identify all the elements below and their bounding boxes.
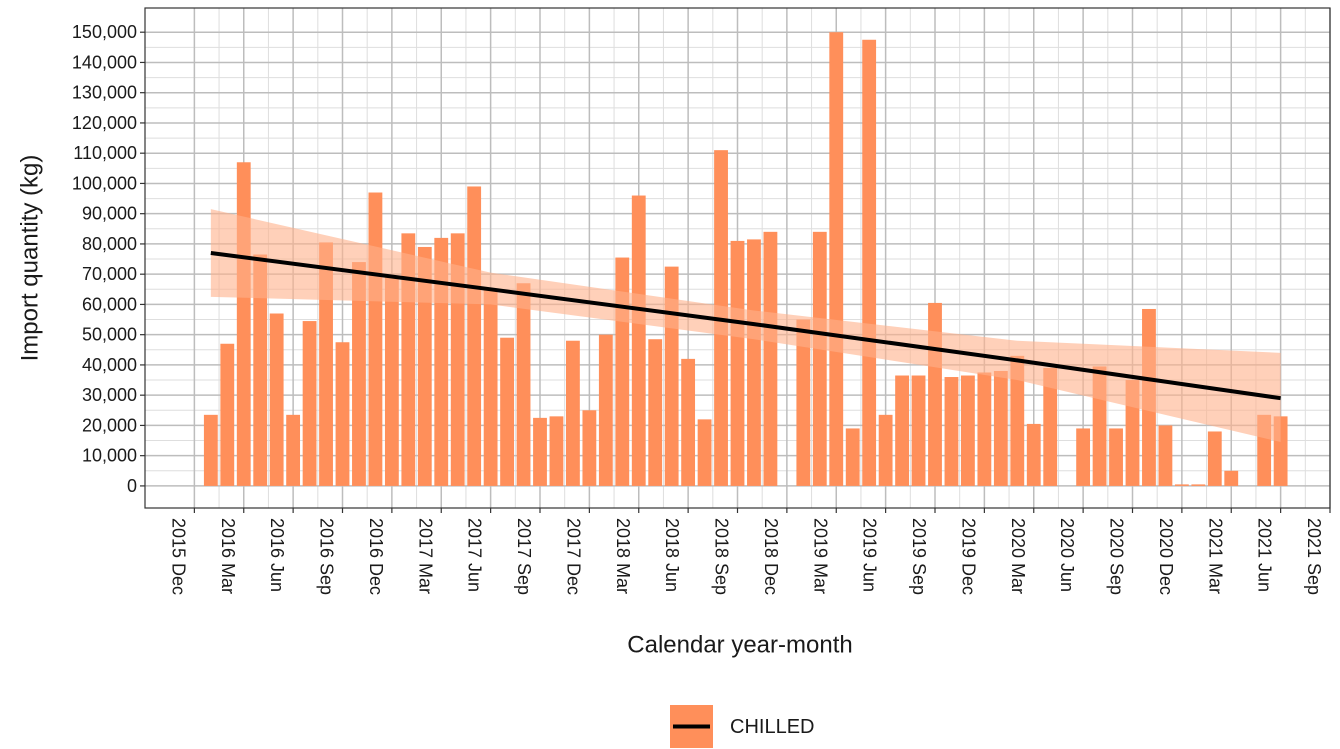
bar [417, 246, 432, 486]
bar [1026, 423, 1041, 486]
y-tick-label: 10,000 [82, 446, 137, 466]
bar [1043, 367, 1058, 486]
y-tick-label: 70,000 [82, 264, 137, 284]
bar [631, 195, 646, 486]
bar [681, 358, 696, 486]
bar [220, 343, 235, 486]
bar [1010, 355, 1025, 486]
x-axis-title: Calendar year-month [627, 632, 852, 659]
bar [236, 162, 251, 486]
x-tick-label: 2017 Mar [415, 518, 435, 594]
x-tick-label: 2015 Dec [168, 518, 188, 595]
y-tick-label: 60,000 [82, 294, 137, 314]
bar [533, 417, 547, 486]
legend-label: CHILLED [730, 716, 814, 738]
bar [582, 410, 597, 486]
x-tick-label: 2021 Mar [1205, 518, 1225, 594]
bar [1174, 484, 1189, 486]
bar [467, 186, 482, 486]
bar [566, 340, 580, 486]
bar [500, 337, 514, 486]
bar [1076, 428, 1091, 486]
bar [269, 313, 284, 486]
y-tick-label: 100,000 [72, 173, 137, 193]
bar [961, 375, 975, 486]
bar [516, 283, 531, 486]
bar [796, 319, 811, 486]
x-tick-label: 2016 Jun [267, 518, 287, 592]
bar [203, 414, 218, 486]
bar [747, 239, 761, 486]
x-tick-label: 2016 Sep [317, 518, 337, 595]
bar [977, 372, 992, 486]
bar [928, 302, 942, 486]
y-tick-label: 140,000 [72, 52, 137, 72]
y-tick-label: 90,000 [82, 204, 137, 224]
y-axis-title: Import quantity (kg) [17, 155, 44, 362]
bar [1224, 470, 1239, 486]
bar [335, 342, 350, 486]
x-tick-label: 2019 Dec [958, 518, 978, 595]
x-tick-label: 2021 Jun [1255, 518, 1275, 592]
bar [730, 240, 745, 486]
y-tick-label: 130,000 [72, 83, 137, 103]
bar [895, 375, 909, 486]
bar [483, 289, 498, 486]
y-tick-label: 0 [127, 476, 137, 496]
bar [1191, 484, 1206, 486]
y-tick-label: 80,000 [82, 234, 137, 254]
y-tick-label: 120,000 [72, 113, 137, 133]
bar [993, 370, 1008, 486]
bar [763, 231, 778, 486]
y-tick-label: 110,000 [73, 143, 137, 163]
x-tick-label: 2020 Dec [1156, 518, 1176, 595]
x-tick-label: 2019 Sep [909, 518, 929, 595]
bar [384, 277, 399, 486]
y-tick-label: 40,000 [82, 355, 137, 375]
x-tick-label: 2018 Dec [761, 518, 781, 595]
bar [911, 375, 926, 486]
bar [302, 321, 317, 486]
bar [829, 32, 844, 486]
x-tick-label: 2020 Jun [1057, 518, 1077, 592]
bar [944, 377, 959, 486]
bar [845, 428, 860, 486]
confidence-band [210, 209, 1281, 443]
bar [812, 231, 827, 486]
bar [368, 192, 383, 486]
x-tick-label: 2017 Dec [563, 518, 583, 595]
bar [648, 339, 663, 486]
y-tick-label: 20,000 [82, 415, 137, 435]
x-tick-label: 2021 Sep [1304, 518, 1324, 595]
bar [697, 419, 712, 486]
panel-border [144, 7, 1331, 509]
bar [549, 416, 564, 486]
bar [352, 262, 366, 486]
x-tick-label: 2018 Sep [712, 518, 732, 595]
y-tick-label: 150,000 [72, 22, 137, 42]
bar [286, 414, 301, 486]
x-tick-label: 2016 Dec [366, 518, 386, 595]
bar [319, 242, 333, 486]
x-tick-label: 2016 Mar [218, 518, 238, 594]
x-tick-label: 2020 Mar [1008, 518, 1028, 594]
x-tick-label: 2019 Mar [810, 518, 830, 594]
bar [1158, 425, 1173, 486]
y-tick-label: 30,000 [82, 385, 137, 405]
bar [878, 414, 893, 486]
x-tick-label: 2017 Sep [514, 518, 534, 595]
bar [253, 254, 268, 486]
bar [1109, 428, 1123, 486]
x-tick-label: 2018 Jun [662, 518, 682, 592]
x-tick-label: 2017 Jun [465, 518, 485, 592]
x-tick-label: 2020 Sep [1107, 518, 1127, 595]
trend-line [210, 251, 1281, 401]
bar [598, 334, 613, 486]
bar [1207, 431, 1222, 486]
x-tick-label: 2019 Jun [860, 518, 880, 592]
y-tick-label: 50,000 [82, 325, 137, 345]
x-tick-label: 2018 Mar [613, 518, 633, 594]
bar [862, 39, 877, 486]
